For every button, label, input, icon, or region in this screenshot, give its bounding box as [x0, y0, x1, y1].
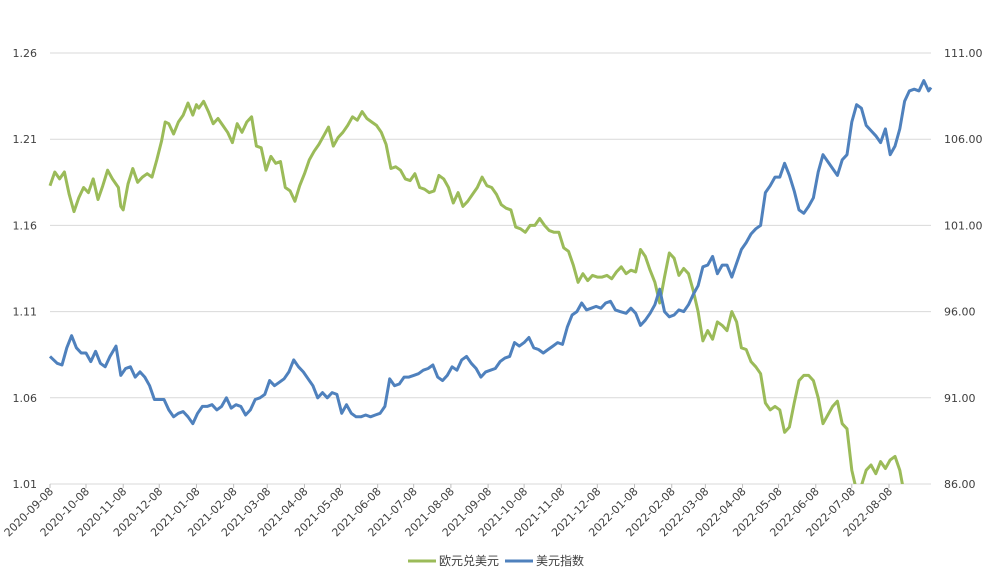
left-y-tick-label: 1.26 — [13, 47, 38, 60]
left-y-tick-label: 1.16 — [13, 219, 38, 232]
x-axis-ticks: 2020-09-082020-10-082020-11-082020-12-08… — [2, 484, 895, 539]
series-line-dxy — [48, 79, 933, 426]
left-y-tick-label: 1.06 — [13, 392, 38, 405]
left-y-axis-ticks: 1.01 1.06 1.11 1.16 1.21 1.26 — [13, 47, 38, 491]
series-lines — [48, 79, 933, 484]
right-y-tick-label: 86.00 — [944, 478, 976, 491]
left-y-tick-label: 1.11 — [13, 306, 38, 319]
right-y-axis-ticks: 86.00 91.00 96.00 101.00 106.00 111.00 — [944, 47, 983, 491]
legend-label-dxy: 美元指数 — [536, 553, 584, 568]
right-y-tick-label: 96.00 — [944, 306, 976, 319]
right-y-tick-label: 91.00 — [944, 392, 976, 405]
legend: 欧元兑美元 美元指数 — [408, 553, 584, 568]
right-y-tick-label: 101.00 — [944, 219, 983, 232]
gridlines — [50, 52, 931, 485]
left-y-tick-label: 1.21 — [13, 133, 38, 146]
right-y-tick-label: 106.00 — [944, 133, 983, 146]
left-y-tick-label: 1.01 — [13, 478, 38, 491]
legend-label-eurusd: 欧元兑美元 — [439, 554, 499, 568]
series-line-eurusd — [48, 99, 904, 484]
right-y-tick-label: 111.00 — [944, 47, 983, 60]
